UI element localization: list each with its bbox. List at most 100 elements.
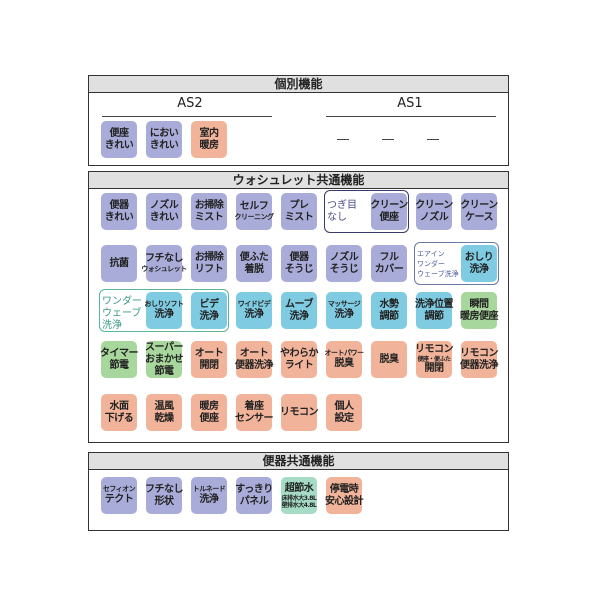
tile-label: ミスト <box>194 211 224 223</box>
tile-label: リフト <box>194 263 224 275</box>
tile-label: タイマー <box>100 347 139 359</box>
as1-label: AS1 <box>397 96 423 111</box>
feature-tile: ムーブ 洗浄 <box>281 292 317 329</box>
tile-label: 抗菌 <box>109 257 130 269</box>
tile-label: 水面 <box>109 400 130 412</box>
tile-label: テクト <box>104 494 134 505</box>
tile-label: すっきり <box>235 483 273 495</box>
feature-tile: マッサージ 洗浄 <box>326 292 362 329</box>
feature-tile: 水勢 調節 <box>371 292 407 329</box>
divider <box>326 116 496 117</box>
feature-tile: オートパワー 脱臭 <box>325 341 364 378</box>
tile-label: リモコン <box>460 347 499 359</box>
feature-tile: 室内 暖房 <box>191 121 227 158</box>
tile-label: 洗浄 <box>469 263 490 275</box>
tile-label: 便器洗浄 <box>235 359 274 371</box>
tile-label: 水勢 <box>379 298 400 310</box>
as1-none-1 <box>337 139 349 140</box>
tile-label: お掃除 <box>194 199 224 211</box>
tile-label: そうじ <box>284 263 314 275</box>
tile-label: オート <box>194 347 224 359</box>
tile-label: トルネード <box>192 485 226 493</box>
tile-label: きれい <box>104 211 134 223</box>
tile-label: 暖房 <box>199 139 220 151</box>
as1-none-2 <box>382 139 394 140</box>
feature-tile: フル カバー <box>371 245 407 282</box>
tile-label: ノズル <box>329 251 359 263</box>
tile-label: やわらか <box>280 347 319 359</box>
tile-label: フル <box>379 251 400 263</box>
tile-label: プレ <box>289 199 310 211</box>
tile-label: 節電 <box>154 365 175 377</box>
feature-tile: すっきり パネル <box>235 477 273 514</box>
tile-label: クリーニング <box>234 213 275 221</box>
tile-label: 開閉 <box>424 363 445 374</box>
feature-tile: 洗浄位置 調節 <box>415 292 454 329</box>
tile-label: 床排水大3.8L <box>281 494 317 502</box>
tile-label: 壁排水大4.8L <box>281 501 317 509</box>
tile-label: 調節 <box>379 310 400 322</box>
tile-label: ケース <box>465 211 494 223</box>
feature-tile: お掃除 リフト <box>191 245 227 282</box>
tile-label: おしり <box>464 251 494 263</box>
tile-label: ライト <box>284 359 314 371</box>
feature-tile: 便器 そうじ <box>281 245 317 282</box>
tile-label: そうじ <box>329 263 359 275</box>
feature-tile: 着座 センサー <box>235 394 274 431</box>
feature-tile: ワイドビデ 洗浄 <box>236 292 272 329</box>
as1-none-3 <box>427 139 439 140</box>
tile-label: パネル <box>239 495 269 507</box>
feature-tile: リモコン 便座・便ふた 開閉 <box>415 341 454 378</box>
tile-label: 停電時 <box>329 483 359 495</box>
feature-tile: ノズル そうじ <box>326 245 362 282</box>
tile-label: カバー <box>374 263 404 275</box>
feature-tile: クリーン 便座 <box>370 193 408 230</box>
tile-label: 便座 <box>109 127 130 139</box>
tile-label: ワイドビデ <box>237 300 271 308</box>
tile-label: 乾燥 <box>154 412 175 424</box>
feature-tile: クリーン ケース <box>460 193 498 230</box>
tile-label: おまかせ <box>145 353 184 365</box>
tile-label: ミスト <box>284 211 314 223</box>
tile-label: 便器 <box>109 199 130 211</box>
tile-label: 洗浄位置 <box>415 298 454 310</box>
feature-tile: 超節水 床排水大3.8L 壁排水大4.8L <box>281 477 317 514</box>
feature-tile: 水面 下げる <box>101 394 137 431</box>
tile-label: 超節水 <box>284 482 314 494</box>
section-title: ウォシュレット共通機能 <box>89 172 508 189</box>
feature-tile: タイマー 節電 <box>100 341 139 378</box>
feature-tile: セフィオン テクト <box>101 477 137 514</box>
feature-tile: おしり 洗浄 <box>461 245 497 282</box>
tile-label: クリーン <box>415 199 453 211</box>
tile-label: 洗浄 <box>199 494 220 505</box>
feature-tile: 便ふた 着脱 <box>236 245 272 282</box>
feature-tile: 瞬間 暖房便座 <box>460 292 499 329</box>
feature-tile: ビデ 洗浄 <box>191 292 227 329</box>
feature-tile: オート 便器洗浄 <box>235 341 274 378</box>
tile-label: 着座 <box>244 400 265 412</box>
feature-tile: 個人 設定 <box>326 394 362 431</box>
tile-label: 便座 <box>379 211 400 223</box>
feature-tile: ノズル きれい <box>146 193 182 230</box>
tile-label: 瞬間 <box>469 298 490 310</box>
section-title: 個別機能 <box>89 76 508 93</box>
individual-section: 個別機能 <box>88 75 509 166</box>
tile-label: きれい <box>149 139 179 151</box>
tile-label: 節電 <box>109 359 130 371</box>
tile-label: 温風 <box>154 400 175 412</box>
feature-tile: クリーン ノズル <box>415 193 453 230</box>
feature-tile: リモコン <box>280 394 319 431</box>
tile-label: きれい <box>149 211 179 223</box>
tile-label: 洗浄 <box>334 309 355 320</box>
tile-label: ビデ <box>199 298 220 310</box>
group-label: ワンダー ウェーブ 洗浄 <box>102 296 142 331</box>
feature-tile: 暖房 便座 <box>191 394 227 431</box>
tile-label: オート <box>239 347 269 359</box>
tile-label: 形状 <box>154 495 175 507</box>
feature-tile: 便器 きれい <box>101 193 137 230</box>
feature-tile: フチなし ウォシュレット <box>141 245 187 282</box>
tile-label: セフィオン <box>102 485 136 493</box>
tile-label: 脱臭 <box>334 358 355 369</box>
tile-label: 便座 <box>199 412 220 424</box>
tile-label: 洗浄 <box>199 310 220 322</box>
